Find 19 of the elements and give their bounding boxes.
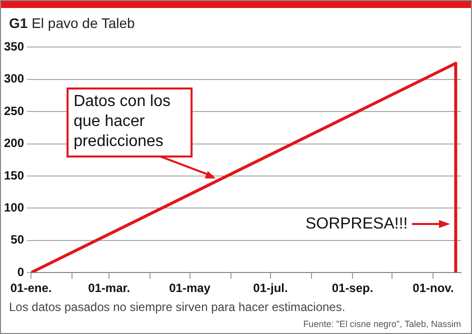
x-tick-label: 01-may [169, 281, 211, 296]
y-tick-label: 100 [4, 200, 24, 215]
text: Los datos pasados no siempre sirven para hacer estimaciones. [9, 300, 346, 314]
y-tick-label: 350 [4, 40, 24, 54]
annotation: Datos con los que hacer predicciones [74, 92, 171, 150]
y-tick-label: 0 [17, 264, 24, 279]
x-tick-label: 01-mar. [88, 281, 130, 296]
chart-title: G1 El pavo de Taleb [9, 15, 135, 31]
y-tick-label: 150 [4, 168, 24, 182]
y-tick-label: 300 [4, 72, 24, 86]
x-tick-label: 01-jul. [253, 281, 288, 296]
y-tick-label: 50 [10, 232, 24, 247]
x-tick-label: 01-sep. [332, 281, 374, 296]
annotation: SORPRESA!!! [305, 216, 408, 233]
x-tick-label: 01-nov. [412, 281, 454, 296]
source-note: Fuente: "El cisne negro", Taleb, Nassim [303, 319, 461, 329]
x-tick-label: 01-ene. [10, 281, 52, 296]
y-tick-label: 200 [4, 136, 24, 150]
y-tick-label: 250 [4, 104, 24, 118]
